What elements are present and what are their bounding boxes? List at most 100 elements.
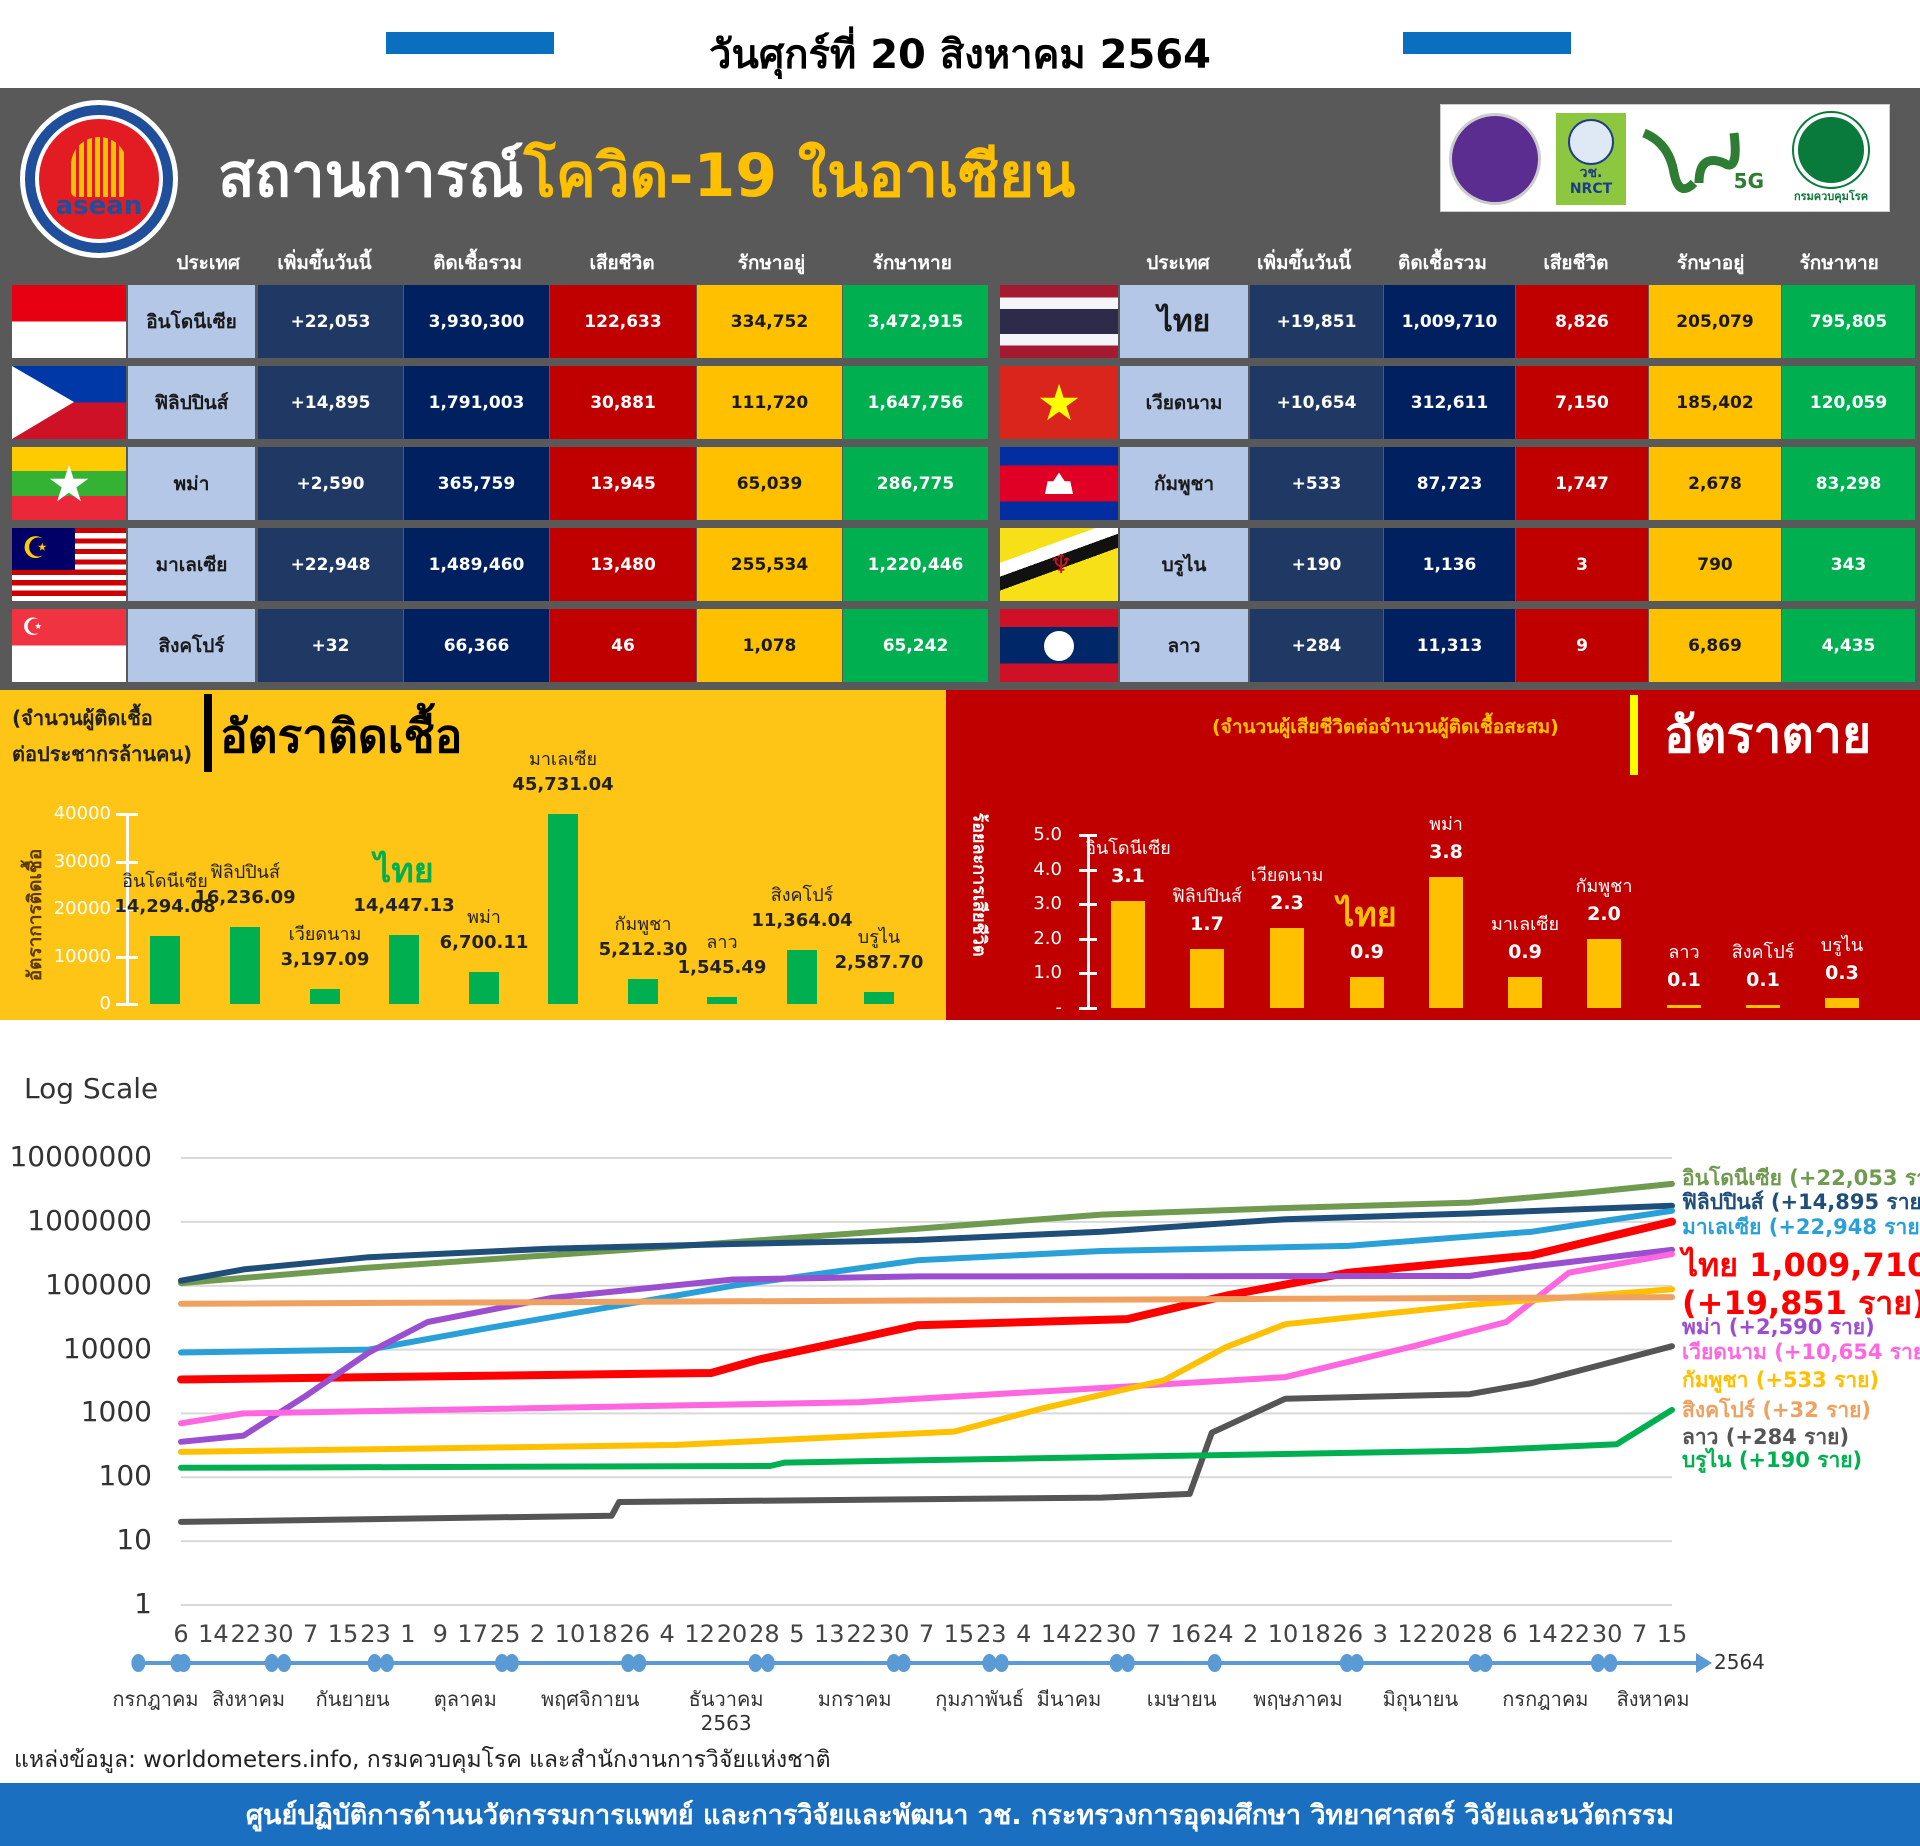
deaths-value: 9 <box>1516 609 1648 682</box>
month-label: เมษายน <box>1146 1687 1217 1711</box>
month-label: สิงหาคม <box>1616 1687 1690 1711</box>
x-tick-label: 28 <box>1462 1620 1493 1648</box>
series-line-8 <box>178 1343 1675 1525</box>
footer-banner: ศูนย์ปฏิบัติการด้านนวัตกรรมการแพทย์ และก… <box>0 1783 1920 1846</box>
x-tick-label: 6 <box>173 1620 189 1648</box>
series-line-6 <box>178 1286 1675 1455</box>
x-tick-label: 24 <box>1202 1620 1234 1648</box>
increase-value: +10,654 <box>1250 366 1383 439</box>
increase-value: +14,895 <box>258 366 403 439</box>
infection-bar <box>150 936 180 1004</box>
death-rate-bar <box>1667 1004 1701 1008</box>
active-value: 334,752 <box>697 285 842 358</box>
infection-bar <box>707 996 737 1004</box>
y-tick-mark <box>1079 937 1097 941</box>
y-tick-label: 1000000 <box>27 1203 152 1237</box>
active-value: 6,869 <box>1649 609 1781 682</box>
y-tick-mark <box>116 955 138 959</box>
column-header-5: รักษาหาย <box>1799 252 1879 274</box>
country-name: กัมพูชา <box>1120 447 1248 520</box>
philippines-flag-icon <box>12 366 126 439</box>
timeline-dot <box>379 1654 394 1672</box>
series-line-9 <box>178 1406 1675 1471</box>
country-name: ลาว <box>1120 609 1248 682</box>
x-tick-label: 12 <box>1397 1620 1428 1648</box>
infection-bar <box>787 950 817 1004</box>
title-divider <box>204 694 212 772</box>
x-tick-label: 22 <box>1559 1620 1591 1648</box>
bar-category-label: พม่า <box>467 907 501 929</box>
y-tick-label: 100000 <box>45 1267 152 1301</box>
recovered-value: 343 <box>1782 528 1915 601</box>
increase-value: +190 <box>1250 528 1383 601</box>
x-tick-label: 4 <box>1016 1620 1032 1648</box>
x-tick-label: 14 <box>198 1620 229 1648</box>
x-tick-label: 16 <box>1170 1620 1202 1648</box>
legend-thailand-increase: (+19,851 ราย) <box>1682 1284 1920 1322</box>
bar-value-label: 1.7 <box>1190 913 1224 936</box>
total-value: 312,611 <box>1384 366 1515 439</box>
bar-value-label: 0.9 <box>1508 940 1542 963</box>
x-tick-label: 7 <box>918 1620 935 1648</box>
country-name: สิงคโปร์ <box>128 609 255 682</box>
country-name: พม่า <box>128 447 255 520</box>
death-rate-bar <box>1429 876 1463 1008</box>
bar-category-label: เวียดนาม <box>1250 865 1324 887</box>
x-tick-label: 17 <box>457 1620 488 1648</box>
y-tick-label: 10000000 <box>9 1140 152 1173</box>
active-value: 205,079 <box>1649 285 1781 358</box>
y-tick-label: 1.0 <box>1033 962 1062 984</box>
bar-value-label: 14,447.13 <box>353 895 455 917</box>
asean-logo: asean <box>20 100 178 258</box>
total-value: 66,366 <box>404 609 549 682</box>
x-tick-label: 7 <box>303 1620 319 1648</box>
bar-value-label: 5,212.30 <box>598 939 688 961</box>
infection-bar <box>389 935 419 1004</box>
month-label: มิถุนายน <box>1382 1687 1459 1711</box>
bar-value-label: 3.1 <box>1111 864 1145 887</box>
increase-value: +284 <box>1250 609 1383 682</box>
deaths-value: 122,633 <box>550 285 696 358</box>
month-label: มีนาคม <box>1036 1687 1102 1711</box>
increase-value: +19,851 <box>1250 285 1383 358</box>
timeline-dot <box>495 1654 510 1672</box>
bar-category-label: บรูไน <box>1820 934 1864 956</box>
column-header-5: รักษาหาย <box>872 252 952 274</box>
death-rate-bar <box>1508 976 1542 1008</box>
y-tick-label: 5.0 <box>1033 824 1062 845</box>
x-tick-label: 25 <box>489 1620 521 1648</box>
month-label: กันยายน <box>315 1687 390 1711</box>
moph-logo: กรมควบคุมโรค <box>1781 111 1881 205</box>
x-tick-label: 20 <box>716 1620 748 1648</box>
total-value: 1,791,003 <box>404 366 549 439</box>
year-label-2564: 2564 <box>1714 1650 1765 1674</box>
bar-category-label: เวียดนาม <box>288 923 362 945</box>
timeline-dot <box>886 1654 901 1672</box>
partner-logos: วช. NRCT 5G กรมควบคุมโรค <box>1440 104 1890 212</box>
y-tick-label: 20000 <box>53 898 111 919</box>
month-label: ธันวาคม <box>688 1687 764 1711</box>
bar-value-label: 0.1 <box>1667 968 1701 991</box>
log-scale-label: Log Scale <box>24 1072 159 1105</box>
active-value: 255,534 <box>697 528 842 601</box>
y-tick-label: 1000 <box>80 1395 152 1429</box>
legend-thailand-total: ไทย 1,009,710 <box>1682 1246 1920 1284</box>
x-tick-label: 30 <box>1105 1620 1137 1648</box>
deaths-value: 13,480 <box>550 528 696 601</box>
y-tick-label: 2.0 <box>1033 927 1062 949</box>
recovered-value: 286,775 <box>843 447 988 520</box>
x-tick-label: 22 <box>230 1620 262 1648</box>
bar-category-label: สิงคโปร์ <box>770 885 834 907</box>
month-label: ตุลาคม <box>433 1687 497 1711</box>
infection-bar <box>469 972 499 1004</box>
y-tick-mark <box>1079 868 1097 872</box>
country-name: อินโดนีเซีย <box>128 285 255 358</box>
column-header-2: ติดเชื้อรวม <box>1398 252 1487 274</box>
nrct-logo: วช. NRCT <box>1556 113 1626 205</box>
y-tick-label: 3.0 <box>1033 893 1062 915</box>
thailand-flag-icon <box>1000 285 1118 358</box>
bar-category-label: ลาว <box>706 931 738 953</box>
column-header-3: เสียชีวิต <box>1543 252 1609 274</box>
x-tick-label: 2 <box>529 1620 546 1648</box>
